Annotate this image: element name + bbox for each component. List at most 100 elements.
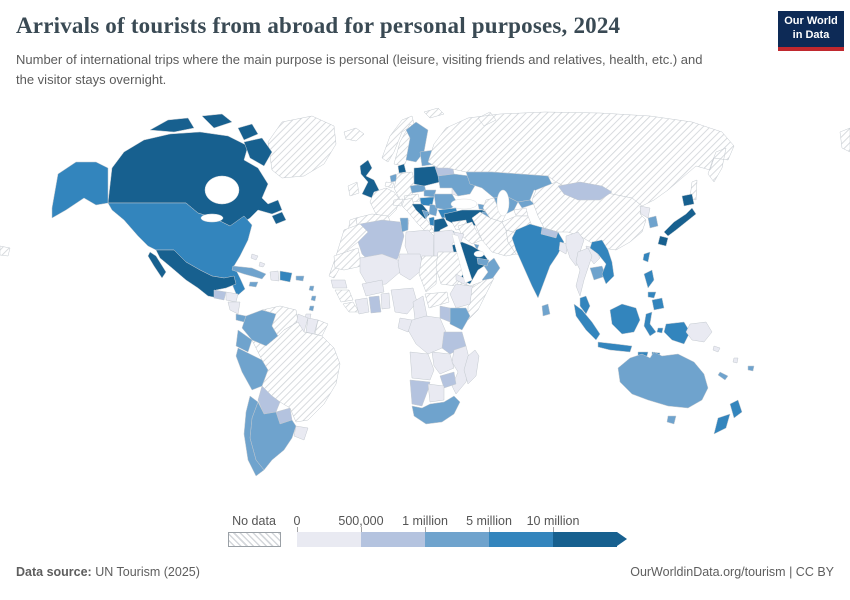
country-mali[interactable]: [359, 253, 401, 287]
country-tajikistan[interactable]: [513, 207, 529, 217]
country-bosnia[interactable]: [421, 209, 430, 220]
country-dominican-republic[interactable]: [279, 270, 293, 283]
country-south-africa[interactable]: [411, 395, 461, 425]
country-central-african-republic[interactable]: [424, 291, 450, 309]
country-namibia[interactable]: [409, 379, 431, 407]
country-gabon[interactable]: [397, 317, 413, 333]
country-zimbabwe[interactable]: [439, 371, 457, 389]
country-ireland[interactable]: [347, 181, 360, 197]
country-indonesia[interactable]: [573, 303, 691, 358]
legend-no-data-swatch[interactable]: [228, 532, 281, 547]
country-chile[interactable]: [243, 395, 265, 477]
country-poland[interactable]: [413, 165, 441, 187]
legend-color-bar: [297, 532, 627, 547]
country-japan[interactable]: [657, 193, 697, 247]
country-taiwan[interactable]: [642, 251, 651, 263]
country-ghana[interactable]: [368, 295, 382, 314]
data-source: Data source: UN Tourism (2025): [16, 565, 200, 579]
legend-tick-10m: 10 million: [526, 514, 580, 528]
world-map[interactable]: [0, 107, 850, 508]
country-uganda[interactable]: [439, 305, 451, 323]
country-madagascar[interactable]: [463, 349, 480, 385]
country-kenya[interactable]: [449, 307, 471, 331]
country-turkmenistan[interactable]: [482, 197, 507, 223]
legend-bin-1m-5m[interactable]: [425, 532, 489, 547]
country-thailand[interactable]: [575, 247, 593, 297]
country-tunisia[interactable]: [399, 217, 409, 233]
country-belgium[interactable]: [384, 181, 395, 189]
country-guatemala[interactable]: [213, 289, 227, 301]
country-solomon-islands[interactable]: [712, 345, 721, 353]
country-guinea[interactable]: [334, 289, 354, 303]
owid-logo-line1: Our World: [784, 15, 838, 27]
country-fiji[interactable]: [747, 365, 755, 372]
country-papua-new-guinea[interactable]: [685, 321, 713, 343]
country-new-zealand[interactable]: [713, 399, 743, 435]
hudson-bay: [204, 175, 240, 205]
country-haiti[interactable]: [269, 270, 280, 282]
country-uruguay[interactable]: [293, 425, 309, 441]
legend-no-data-label: No data: [232, 514, 276, 528]
country-philippines[interactable]: [643, 269, 665, 311]
country-botswana[interactable]: [427, 383, 445, 403]
country-senegal[interactable]: [330, 279, 348, 289]
country-burkina-faso[interactable]: [361, 279, 385, 297]
credit-link[interactable]: OurWorldinData.org/tourism | CC BY: [630, 565, 834, 579]
country-cuba[interactable]: [231, 265, 267, 280]
country-benin-togo[interactable]: [380, 292, 391, 310]
country-australia[interactable]: [617, 351, 709, 425]
country-puerto-rico[interactable]: [295, 275, 305, 282]
country-mongolia[interactable]: [557, 181, 613, 201]
legend-bin-0-500k[interactable]: [297, 532, 361, 547]
data-source-text: UN Tourism (2025): [95, 565, 200, 579]
country-sri-lanka[interactable]: [541, 303, 551, 317]
map-legend: No data 0 500,000 1 million 5 million 10…: [0, 514, 850, 550]
country-mozambique[interactable]: [451, 345, 471, 395]
country-uae[interactable]: [476, 257, 490, 267]
country-honduras[interactable]: [225, 291, 239, 303]
country-alaska[interactable]: [51, 161, 109, 219]
legend-bin-500k-1m[interactable]: [361, 532, 425, 547]
country-iceland[interactable]: [343, 127, 365, 142]
caspian-sea: [496, 189, 510, 217]
country-zambia[interactable]: [431, 351, 455, 375]
country-switzerland[interactable]: [392, 198, 404, 207]
country-nigeria[interactable]: [390, 287, 418, 315]
country-jamaica[interactable]: [248, 281, 259, 288]
country-france[interactable]: [369, 187, 401, 219]
country-greenland[interactable]: [267, 115, 337, 179]
country-india[interactable]: [511, 223, 565, 299]
legend-bin-10m-plus[interactable]: [553, 532, 617, 547]
country-mexico[interactable]: [147, 249, 237, 299]
country-denmark[interactable]: [397, 163, 407, 174]
country-south-korea[interactable]: [647, 215, 659, 229]
country-vanuatu[interactable]: [732, 357, 739, 364]
country-nicaragua[interactable]: [227, 301, 241, 315]
owid-logo[interactable]: Our World in Data: [778, 11, 844, 51]
country-nepal[interactable]: [540, 227, 559, 239]
country-chad[interactable]: [418, 255, 439, 293]
legend-tickmark: [297, 527, 298, 532]
country-lesser-antilles[interactable]: [308, 285, 317, 312]
great-lakes: [200, 213, 224, 223]
country-ukraine[interactable]: [437, 173, 477, 197]
country-russia[interactable]: [0, 107, 850, 257]
country-malaysia[interactable]: [579, 295, 591, 315]
chart-subtitle: Number of international trips where the …: [16, 52, 703, 87]
country-canada-arctic[interactable]: [149, 113, 287, 225]
country-ecuador[interactable]: [235, 329, 253, 353]
country-kuwait[interactable]: [473, 243, 480, 251]
country-kazakhstan[interactable]: [465, 171, 553, 203]
country-bahamas[interactable]: [250, 253, 266, 268]
red-sea: [451, 233, 473, 284]
country-new-caledonia[interactable]: [717, 371, 729, 381]
country-drc[interactable]: [407, 315, 447, 355]
country-vietnam[interactable]: [589, 239, 615, 285]
country-niger[interactable]: [397, 253, 425, 281]
country-mauritania[interactable]: [333, 247, 363, 271]
country-angola[interactable]: [409, 351, 435, 381]
country-ivory-coast[interactable]: [354, 297, 370, 315]
country-somalia[interactable]: [467, 277, 495, 321]
legend-bin-5m-10m[interactable]: [489, 532, 553, 547]
